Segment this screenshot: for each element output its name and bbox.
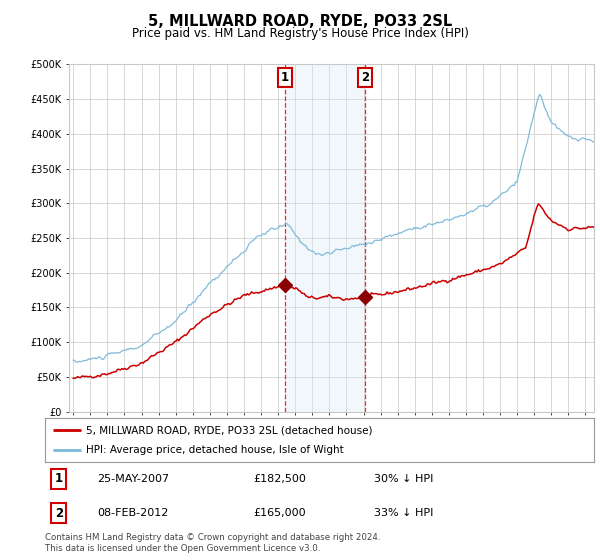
Text: 33% ↓ HPI: 33% ↓ HPI — [374, 508, 434, 519]
Bar — [284, 64, 365, 412]
Text: 08-FEB-2012: 08-FEB-2012 — [97, 508, 169, 519]
Text: 1: 1 — [55, 473, 63, 486]
Text: £182,500: £182,500 — [254, 474, 307, 484]
Text: 1: 1 — [281, 71, 289, 85]
Text: 5, MILLWARD ROAD, RYDE, PO33 2SL (detached house): 5, MILLWARD ROAD, RYDE, PO33 2SL (detach… — [86, 425, 373, 435]
Text: 2: 2 — [361, 71, 369, 85]
Text: Price paid vs. HM Land Registry's House Price Index (HPI): Price paid vs. HM Land Registry's House … — [131, 27, 469, 40]
Text: 30% ↓ HPI: 30% ↓ HPI — [374, 474, 434, 484]
Text: 5, MILLWARD ROAD, RYDE, PO33 2SL: 5, MILLWARD ROAD, RYDE, PO33 2SL — [148, 14, 452, 29]
Text: 25-MAY-2007: 25-MAY-2007 — [97, 474, 169, 484]
Text: 2: 2 — [55, 507, 63, 520]
Text: HPI: Average price, detached house, Isle of Wight: HPI: Average price, detached house, Isle… — [86, 445, 344, 455]
Text: Contains HM Land Registry data © Crown copyright and database right 2024.
This d: Contains HM Land Registry data © Crown c… — [45, 533, 380, 553]
Text: £165,000: £165,000 — [254, 508, 306, 519]
